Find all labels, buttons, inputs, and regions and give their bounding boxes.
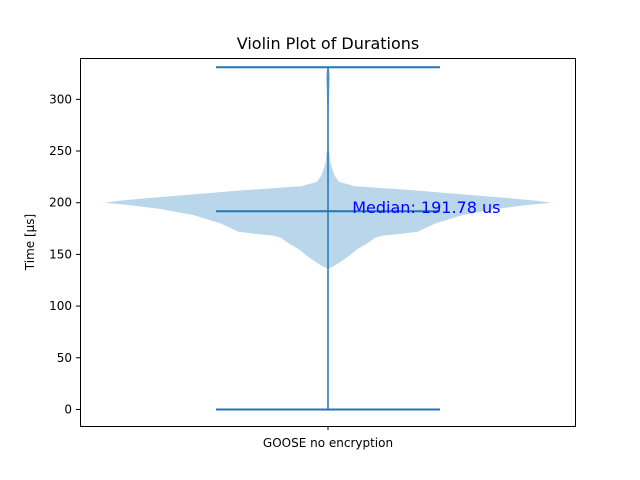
y-tick-label: 50 (57, 351, 72, 365)
y-tick-label: 150 (49, 247, 72, 261)
y-tick-label: 250 (49, 144, 72, 158)
y-tick-label: 300 (49, 92, 72, 106)
y-tick-label: 200 (49, 196, 72, 210)
y-tick-label: 100 (49, 299, 72, 313)
median-annotation: Median: 191.78 us (352, 198, 500, 217)
chart-title: Violin Plot of Durations (237, 34, 420, 53)
x-tick-label: GOOSE no encryption (263, 436, 393, 450)
y-tick-label: 0 (64, 402, 72, 416)
y-axis-label: Time [μs] (23, 214, 37, 271)
